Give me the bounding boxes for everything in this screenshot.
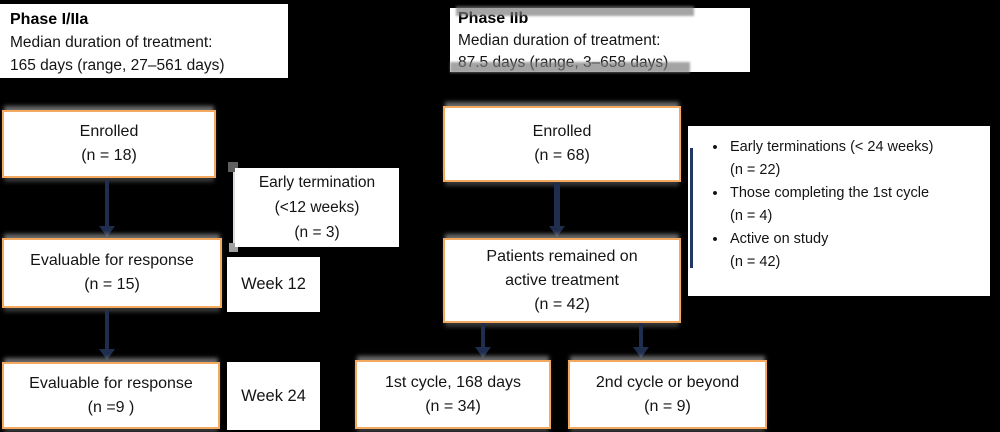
phase1-enrolled-line2: (n = 18) xyxy=(81,147,137,164)
cycle1-line2: (n = 34) xyxy=(425,397,481,415)
note-accent-line xyxy=(690,148,693,268)
evaluable-week24-line1: Evaluable for response xyxy=(29,374,193,392)
phase2b-header-line1: Median duration of treatment: xyxy=(458,32,661,49)
phase2b-disposition-note: • Early terminations (< 24 weeks) (n = 2… xyxy=(688,126,990,296)
bullet2-line2: (n = 4) xyxy=(730,208,773,224)
remained-line3: (n = 42) xyxy=(534,295,590,313)
bullet3-line2: (n = 42) xyxy=(730,254,781,270)
bullet-icon: • xyxy=(712,139,718,156)
connector-endpoint-top xyxy=(228,162,238,172)
evaluable-week24-line2: (n =9 ) xyxy=(87,398,135,416)
arrow-remained-to-cycle1 xyxy=(481,323,485,349)
bullet2-line1: Those completing the 1st cycle xyxy=(730,185,930,201)
bullet1-line1: Early terminations (< 24 weeks) xyxy=(730,139,934,155)
cycle2-line2: (n = 9) xyxy=(644,397,691,415)
phase2b-enrolled-line2: (n = 68) xyxy=(534,147,590,164)
arrowhead-icon xyxy=(99,226,115,237)
phase1-header-line2: 165 days (range, 27–561 days) xyxy=(10,57,225,74)
note-bullet-item-1: • Early terminations (< 24 weeks) (n = 2… xyxy=(688,136,990,182)
remained-line2: active treatment xyxy=(505,271,619,289)
arrow-remained-to-cycle2 xyxy=(639,323,643,349)
bullet-icon: • xyxy=(712,185,718,202)
phase1-header: Phase I/IIa Median duration of treatment… xyxy=(0,4,288,78)
bullet3-line1: Active on study xyxy=(730,231,829,247)
phase2b-enrolled-box: Enrolled (n = 68) xyxy=(443,106,681,182)
phase1-early-termination-box: Early termination (<12 weeks) (n = 3) xyxy=(235,168,399,247)
phase2b-enrolled-line1: Enrolled xyxy=(532,123,592,140)
arrowhead-icon xyxy=(99,349,115,360)
phase1-header-title: Phase I/IIa xyxy=(10,11,89,28)
remained-line1: Patients remained on xyxy=(486,247,638,265)
early-termination-line2: (<12 weeks) xyxy=(274,199,360,216)
phase1-evaluable-week12-box: Evaluable for response (n = 15) xyxy=(2,238,222,308)
phase2b-cycle2-box: 2nd cycle or beyond (n = 9) xyxy=(568,360,767,429)
note-bullet-item-2: • Those completing the 1st cycle (n = 4) xyxy=(688,182,990,228)
early-termination-line3: (n = 3) xyxy=(294,224,340,241)
arrowhead-icon xyxy=(549,226,565,237)
phase1-evaluable-week24-box: Evaluable for response (n =9 ) xyxy=(2,362,220,429)
compression-artifact-top xyxy=(456,6,694,16)
week24-label: Week 24 xyxy=(227,362,320,430)
note-bullet-item-3: • Active on study (n = 42) xyxy=(688,228,990,274)
arrowhead-icon xyxy=(633,347,649,358)
early-termination-connector-line xyxy=(233,163,235,250)
phase1-header-line1: Median duration of treatment: xyxy=(10,34,213,51)
week12-label: Week 12 xyxy=(227,257,320,312)
phase1-enrolled-line1: Enrolled xyxy=(79,123,139,140)
arrowhead-icon xyxy=(475,347,491,358)
compression-artifact-bottom xyxy=(450,62,690,73)
arrow-phase1-week12-to-week24 xyxy=(105,310,109,350)
cycle2-line1: 2nd cycle or beyond xyxy=(595,373,740,391)
evaluable-week12-line2: (n = 15) xyxy=(84,276,140,293)
phase2b-cycle1-box: 1st cycle, 168 days (n = 34) xyxy=(355,360,551,429)
bullet-icon: • xyxy=(712,231,718,248)
arrow-phase1-enrolled-to-week12 xyxy=(105,180,109,228)
early-termination-line1: Early termination xyxy=(258,174,376,191)
phase1-enrolled-box: Enrolled (n = 18) xyxy=(2,110,216,178)
arrow-phase2b-enrolled-to-remained xyxy=(554,183,560,227)
evaluable-week12-line1: Evaluable for response xyxy=(30,252,194,269)
phase2b-remained-box: Patients remained on active treatment (n… xyxy=(443,238,681,323)
cycle1-line1: 1st cycle, 168 days xyxy=(384,373,522,391)
bullet1-line2: (n = 22) xyxy=(730,162,781,178)
connector-endpoint-bottom xyxy=(229,243,238,252)
phase2b-header: Phase IIb Median duration of treatment: … xyxy=(450,8,750,72)
